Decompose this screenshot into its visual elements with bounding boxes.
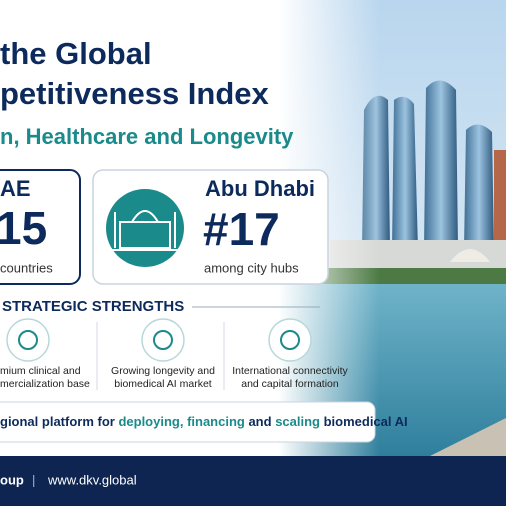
country-caption: countries (0, 260, 53, 275)
strength-icon-mark (280, 330, 300, 350)
footer (0, 456, 506, 506)
country-card (0, 169, 81, 285)
banner-text: gional platform for deploying, financing… (0, 414, 408, 429)
banner-part: gional platform for (0, 414, 118, 429)
city-caption: among city hubs (204, 260, 299, 275)
footer-url: www.dkv.global (47, 472, 137, 487)
mosque-icon (106, 189, 184, 267)
country-rank: 15 (0, 202, 47, 254)
footer-brand: oup (0, 472, 24, 487)
banner-part: and (245, 414, 275, 429)
strength-icon-mark (153, 330, 173, 350)
strength-icon (141, 318, 185, 362)
strength-icon-mark (18, 330, 38, 350)
banner-part: scaling (275, 414, 320, 429)
country-name: AE (0, 176, 31, 201)
strength-icon (268, 318, 312, 362)
city-name: Abu Dhabi (205, 176, 315, 201)
city-rank: #17 (203, 203, 280, 255)
strength-icon (6, 318, 50, 362)
strength-text: mercialization base (0, 378, 90, 390)
banner-part: deploying, financing (118, 414, 244, 429)
title-line: the Global (0, 36, 152, 71)
title-line: petitiveness Index (0, 76, 270, 111)
strengths-heading: STRATEGIC STRENGTHS (2, 298, 184, 315)
strength-text: mium clinical and (0, 365, 81, 377)
strength-text: International connectivity (232, 365, 348, 377)
footer-separator: | (32, 472, 35, 487)
strength-text: Growing longevity and (111, 365, 215, 377)
strength-text: and capital formation (241, 378, 339, 390)
banner-part: biomedical AI (320, 414, 408, 429)
banner (0, 401, 376, 443)
strength-text: biomedical AI market (114, 378, 212, 390)
subtitle: n, Healthcare and Longevity (0, 124, 294, 149)
